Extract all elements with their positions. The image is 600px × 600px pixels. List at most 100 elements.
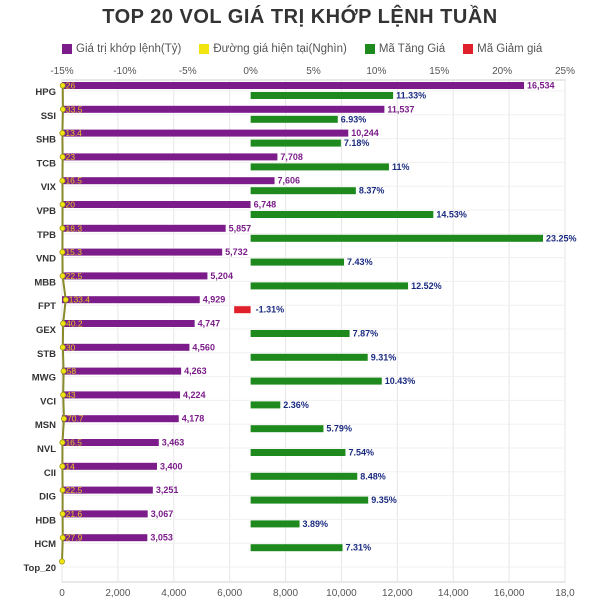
- increase-bar: [250, 544, 343, 552]
- price-label: 40.2: [66, 319, 83, 329]
- legend-swatch-price: [199, 44, 210, 54]
- value-bar: [62, 272, 208, 280]
- value-label: 4,178: [182, 414, 205, 424]
- price-label: 21.6: [66, 509, 83, 519]
- x-bottom-tick-label: 16,000: [494, 588, 525, 599]
- price-label: 30: [66, 342, 76, 352]
- value-bar: [62, 153, 278, 161]
- price-label: 22.5: [66, 485, 83, 495]
- category-label: CII: [44, 468, 56, 479]
- x-top-tick-label: -5%: [179, 66, 197, 77]
- x-top-tick-label: 20%: [492, 66, 512, 77]
- increase-bar: [250, 163, 389, 171]
- price-label: 43: [66, 390, 76, 400]
- percent-label: 7.54%: [348, 448, 374, 458]
- increase-bar: [250, 496, 369, 504]
- x-bottom-tick-label: 8,000: [273, 588, 298, 599]
- price-point: [59, 177, 66, 184]
- legend-label-price: Đường giá hiện tại(Nghìn): [213, 43, 347, 55]
- value-bar: [62, 129, 349, 137]
- x-top-tick-label: -15%: [50, 66, 73, 77]
- legend-item-value[interactable]: Giá trị khớp lệnh(Tỷ): [62, 43, 181, 55]
- increase-bar: [250, 449, 346, 456]
- percent-label: 14.53%: [436, 210, 467, 220]
- value-bar: [62, 367, 182, 375]
- value-label: 4,224: [183, 390, 206, 400]
- price-label: 33.5: [66, 104, 83, 114]
- price-label: 27.9: [66, 533, 83, 543]
- value-bar: [62, 105, 385, 113]
- value-label: 7,606: [278, 176, 301, 186]
- value-label: 16,534: [527, 81, 555, 91]
- percent-label: 10.43%: [385, 376, 416, 386]
- increase-bar: [250, 234, 543, 242]
- legend: Giá trị khớp lệnh(Tỷ) Đường giá hiện tại…: [62, 40, 542, 58]
- x-bottom-tick-label: 12,000: [382, 588, 413, 599]
- legend-swatch-decrease: [463, 44, 474, 54]
- x-top-tick-label: -10%: [113, 66, 136, 77]
- value-label: 4,263: [184, 366, 207, 376]
- value-label: 7,708: [280, 152, 303, 162]
- price-label: 70.7: [67, 414, 84, 424]
- value-label: 4,747: [198, 319, 221, 329]
- value-label: 3,251: [156, 485, 179, 495]
- value-bar: [62, 224, 226, 232]
- increase-bar: [250, 187, 356, 195]
- value-bar: [62, 534, 148, 542]
- price-label: 14: [65, 461, 75, 471]
- value-label: 5,857: [229, 223, 252, 233]
- price-label: 23: [66, 152, 76, 162]
- category-label: HDB: [35, 515, 56, 526]
- increase-bar: [250, 115, 338, 123]
- percent-label: 12.52%: [411, 281, 442, 291]
- decrease-bar: [234, 306, 251, 314]
- category-label: TCB: [36, 158, 56, 169]
- increase-bar: [250, 139, 341, 147]
- percent-label: 23.25%: [546, 233, 577, 243]
- percent-label: 7.87%: [353, 329, 379, 339]
- legend-item-increase[interactable]: Mã Tăng Giá: [364, 43, 445, 55]
- price-point: [62, 296, 69, 303]
- legend-item-price[interactable]: Đường giá hiện tại(Nghìn): [199, 43, 347, 55]
- price-label: 58: [67, 366, 77, 376]
- legend-item-decrease[interactable]: Mã Giảm giá: [463, 43, 542, 55]
- value-label: 3,067: [151, 509, 174, 519]
- category-label: MWG: [32, 373, 56, 384]
- price-point: [60, 320, 67, 327]
- increase-bar: [250, 401, 281, 409]
- x-bottom-tick-label: 2,000: [105, 588, 130, 599]
- increase-bar: [250, 353, 368, 361]
- value-bar: [62, 343, 190, 351]
- price-label: 20: [66, 200, 76, 210]
- percent-label: 11.33%: [396, 91, 426, 101]
- percent-label: 6.93%: [341, 114, 367, 124]
- percent-label: 8.48%: [360, 471, 386, 481]
- percent-label: 9.35%: [371, 495, 397, 505]
- price-label: 13.4: [65, 128, 82, 138]
- category-label: SHB: [36, 135, 56, 146]
- percent-label: 9.31%: [371, 352, 397, 362]
- price-label: 133.4: [69, 295, 91, 305]
- price-point: [59, 344, 66, 351]
- legend-label-value: Giá trị khớp lệnh(Tỷ): [76, 43, 182, 55]
- value-bar: [62, 296, 200, 304]
- increase-bar: [250, 377, 382, 385]
- category-label: VCI: [40, 396, 56, 407]
- value-bar: [62, 248, 223, 256]
- value-bar: [62, 415, 179, 423]
- value-bar: [62, 82, 525, 89]
- category-label: NVL: [37, 444, 56, 455]
- price-point: [59, 439, 66, 446]
- category-label: MBB: [34, 277, 56, 288]
- price-point: [59, 106, 66, 113]
- percent-label: -1.31%: [256, 305, 285, 315]
- category-label: FPT: [38, 301, 56, 312]
- percent-label: 2.36%: [283, 400, 309, 410]
- percent-label: 7.31%: [346, 543, 372, 553]
- price-point: [59, 249, 66, 256]
- category-label: STB: [37, 349, 56, 360]
- legend-swatch-value: [62, 44, 72, 54]
- x-bottom-tick-label: 18,0: [555, 588, 575, 599]
- percent-label: 8.37%: [359, 186, 385, 196]
